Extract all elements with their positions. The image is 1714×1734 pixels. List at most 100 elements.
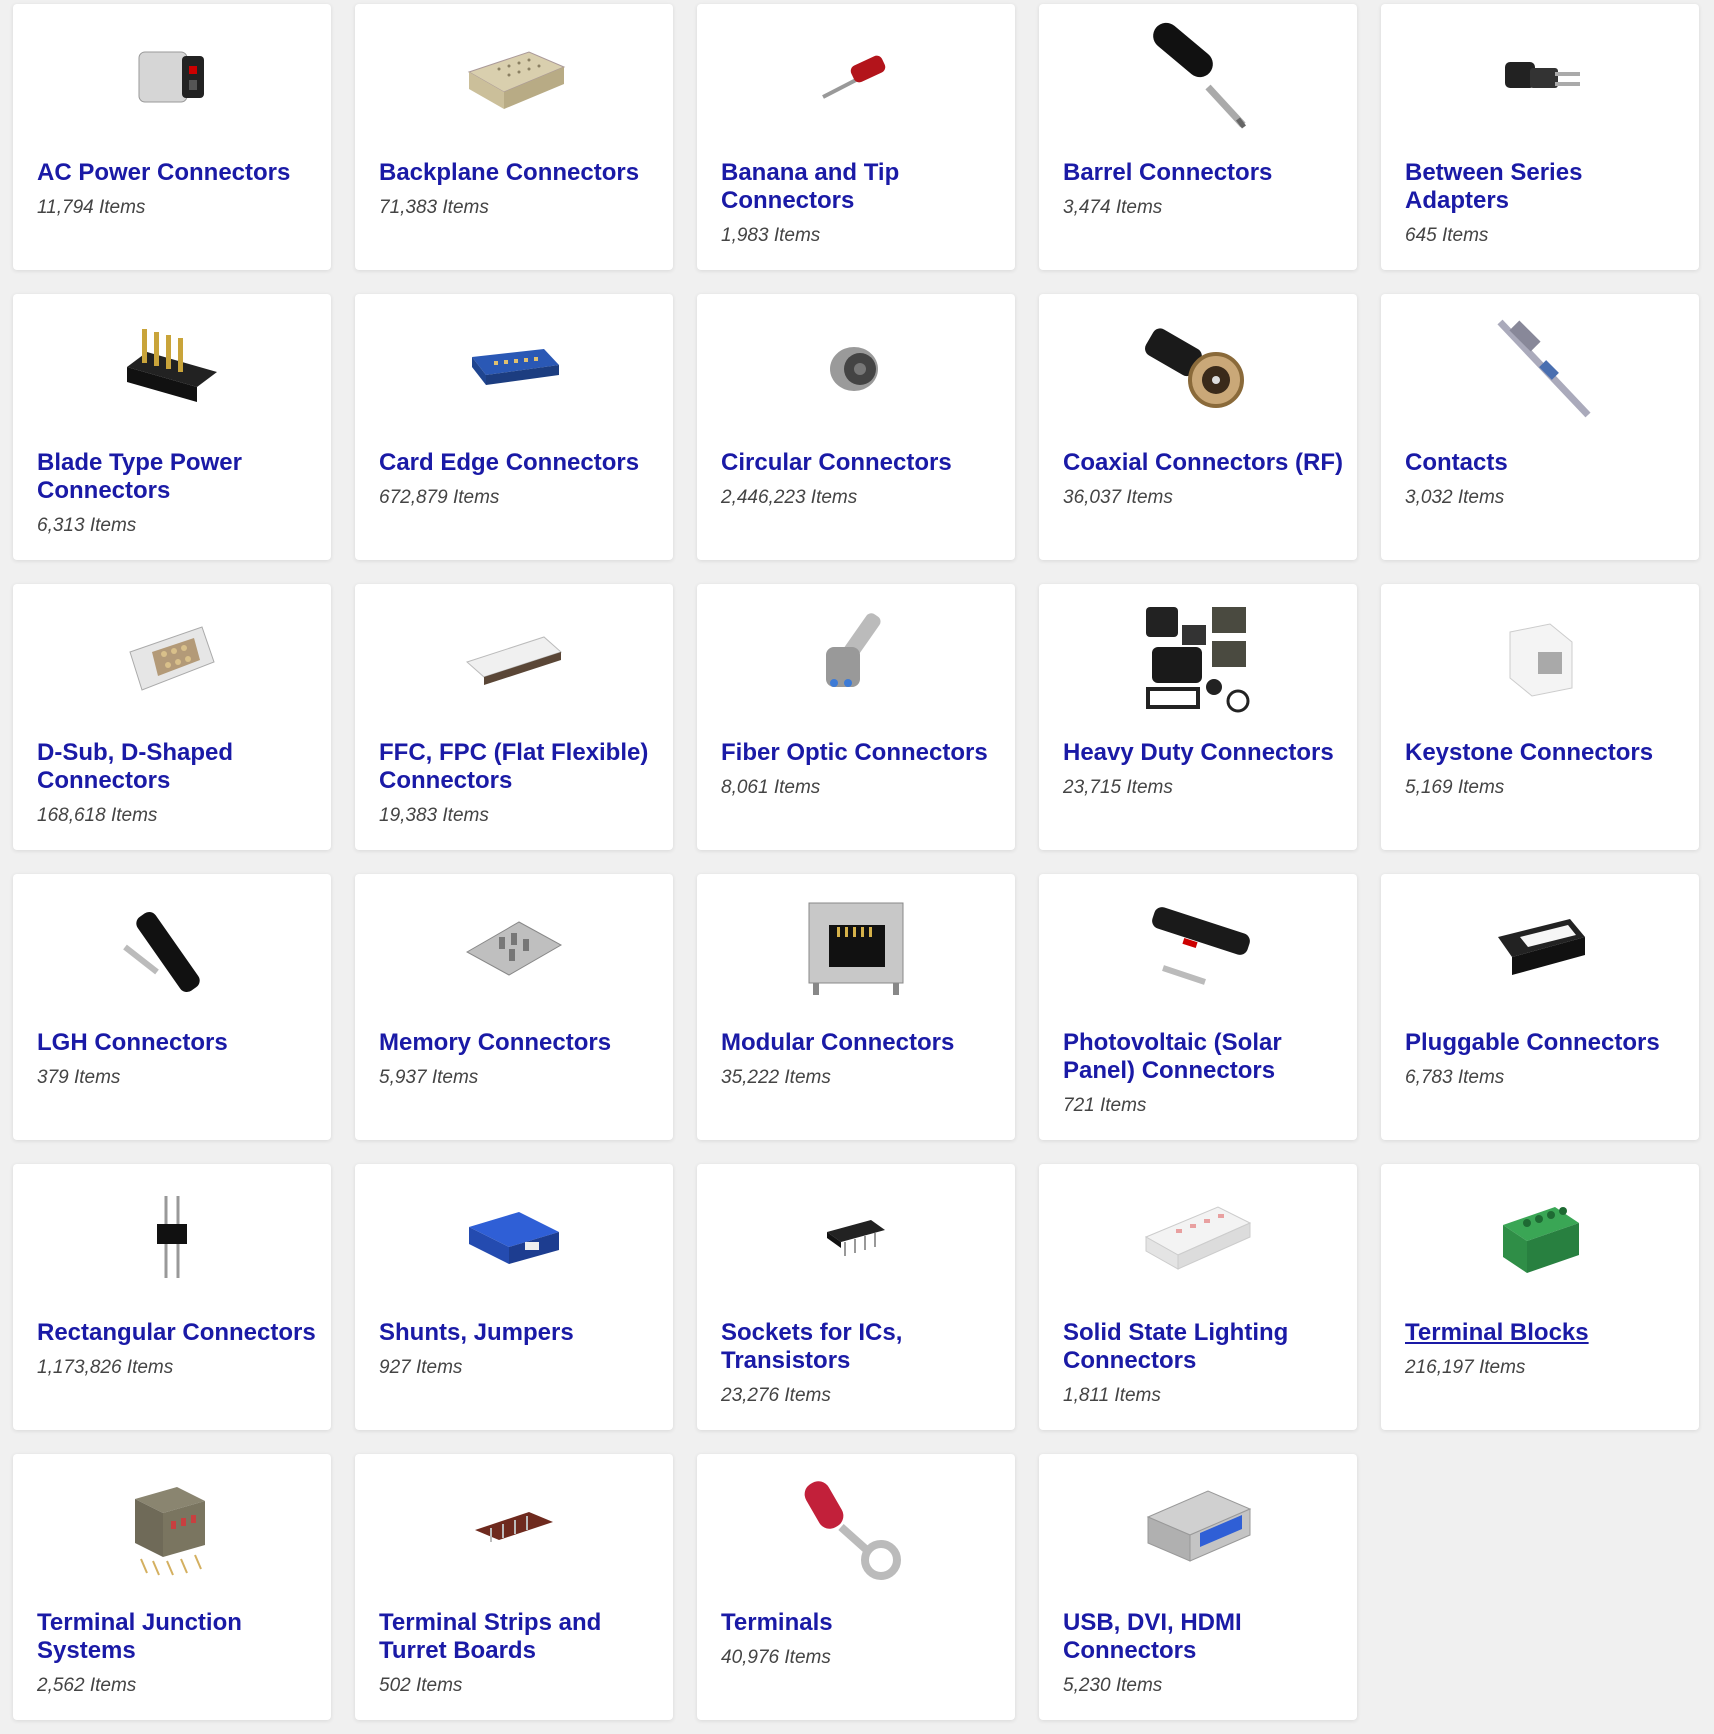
- category-item-count: 3,474 Items: [1063, 197, 1163, 218]
- lgh-connector-icon[interactable]: [13, 892, 331, 1002]
- category-card[interactable]: Backplane Connectors 71,383 Items: [355, 4, 673, 270]
- category-link[interactable]: Photovoltaic (Solar Panel) Connectors: [1063, 1029, 1282, 1084]
- category-link[interactable]: LGH Connectors: [37, 1029, 228, 1056]
- heavy-duty-connector-icon[interactable]: [1039, 602, 1357, 713]
- category-link[interactable]: Terminal Junction Systems: [37, 1609, 242, 1664]
- category-link[interactable]: Terminal Blocks: [1405, 1319, 1589, 1346]
- category-link[interactable]: AC Power Connectors: [37, 159, 291, 186]
- category-card[interactable]: Coaxial Connectors (RF) 36,037 Items: [1039, 294, 1357, 560]
- category-card[interactable]: Photovoltaic (Solar Panel) Connectors 721…: [1039, 874, 1357, 1140]
- fiber-optic-connector-icon[interactable]: [697, 602, 1015, 712]
- category-item-count: 1,983 Items: [721, 225, 821, 246]
- category-link[interactable]: Modular Connectors: [721, 1029, 955, 1056]
- circular-connector-icon[interactable]: [697, 312, 1015, 422]
- card-edge-connector-icon[interactable]: [355, 312, 673, 422]
- blade-power-connector-icon[interactable]: [13, 312, 331, 422]
- category-card[interactable]: Memory Connectors 5,937 Items: [355, 874, 673, 1140]
- series-adapter-icon[interactable]: [1381, 22, 1699, 132]
- backplane-connector-icon[interactable]: [355, 22, 673, 132]
- banana-plug-icon[interactable]: [697, 22, 1015, 132]
- category-card[interactable]: Card Edge Connectors 672,879 Items: [355, 294, 673, 560]
- ffc-connector-icon[interactable]: [355, 602, 673, 712]
- category-link[interactable]: Contacts: [1405, 449, 1508, 476]
- category-link[interactable]: Keystone Connectors: [1405, 739, 1654, 766]
- category-link[interactable]: Circular Connectors: [721, 449, 952, 476]
- category-link[interactable]: Blade Type Power Connectors: [37, 449, 242, 504]
- ring-terminal-icon[interactable]: [697, 1472, 1015, 1582]
- category-link[interactable]: Between Series Adapters: [1405, 159, 1583, 214]
- category-link[interactable]: Barrel Connectors: [1063, 159, 1273, 186]
- category-link[interactable]: Terminals: [721, 1609, 833, 1636]
- category-card[interactable]: Terminal Strips and Turret Boards 502 Ite…: [355, 1454, 673, 1720]
- coaxial-connector-icon[interactable]: [1039, 312, 1357, 422]
- terminal-junction-icon[interactable]: [13, 1472, 331, 1582]
- category-card[interactable]: Keystone Connectors 5,169 Items: [1381, 584, 1699, 850]
- category-card[interactable]: Contacts 3,032 Items: [1381, 294, 1699, 560]
- category-info: Photovoltaic (Solar Panel) Connectors 721…: [1063, 1029, 1345, 1118]
- category-card[interactable]: Circular Connectors 2,446,223 Items: [697, 294, 1015, 560]
- category-link[interactable]: Coaxial Connectors (RF): [1063, 449, 1344, 476]
- category-card[interactable]: Blade Type Power Connectors 6,313 Items: [13, 294, 331, 560]
- solar-connector-icon[interactable]: [1039, 892, 1357, 1002]
- category-card[interactable]: Barrel Connectors 3,474 Items: [1039, 4, 1357, 270]
- rj45-jack-icon[interactable]: [697, 892, 1015, 1002]
- category-link[interactable]: Solid State Lighting Connectors: [1063, 1319, 1289, 1374]
- barrel-plug-icon[interactable]: [1039, 22, 1357, 132]
- pluggable-connector-icon[interactable]: [1381, 892, 1699, 1002]
- category-info: Sockets for ICs, Transistors 23,276 Items: [721, 1319, 1003, 1408]
- ic-socket-icon[interactable]: [697, 1182, 1015, 1292]
- category-card[interactable]: Terminal Blocks 216,197 Items: [1381, 1164, 1699, 1430]
- category-card[interactable]: Banana and Tip Connectors 1,983 Items: [697, 4, 1015, 270]
- category-link[interactable]: Sockets for ICs, Transistors: [721, 1319, 903, 1374]
- category-link[interactable]: Heavy Duty Connectors: [1063, 739, 1334, 766]
- category-item-count: 1,173,826 Items: [37, 1357, 174, 1378]
- category-info: Terminal Strips and Turret Boards 502 Ite…: [379, 1609, 661, 1698]
- category-info: LGH Connectors 379 Items: [37, 1029, 319, 1090]
- category-card[interactable]: Rectangular Connectors 1,173,826 Items: [13, 1164, 331, 1430]
- pin-header-icon[interactable]: [13, 1182, 331, 1292]
- category-link[interactable]: Memory Connectors: [379, 1029, 612, 1056]
- category-card[interactable]: FFC, FPC (Flat Flexible) Connectors 19,38…: [355, 584, 673, 850]
- category-info: FFC, FPC (Flat Flexible) Connectors 19,38…: [379, 739, 661, 828]
- category-card[interactable]: AC Power Connectors 11,794 Items: [13, 4, 331, 270]
- usb-connector-icon[interactable]: [1039, 1472, 1357, 1582]
- category-link[interactable]: Pluggable Connectors: [1405, 1029, 1660, 1056]
- category-info: Circular Connectors 2,446,223 Items: [721, 449, 1003, 510]
- category-card[interactable]: USB, DVI, HDMI Connectors 5,230 Items: [1039, 1454, 1357, 1720]
- category-item-count: 5,169 Items: [1405, 777, 1505, 798]
- category-card[interactable]: Modular Connectors 35,222 Items: [697, 874, 1015, 1140]
- memory-card-socket-icon[interactable]: [355, 892, 673, 1002]
- dsub-connector-icon[interactable]: [13, 602, 331, 712]
- category-card[interactable]: Heavy Duty Connectors 23,715 Items: [1039, 584, 1357, 850]
- category-card[interactable]: Sockets for ICs, Transistors 23,276 Items: [697, 1164, 1015, 1430]
- category-card[interactable]: Pluggable Connectors 6,783 Items: [1381, 874, 1699, 1140]
- category-link[interactable]: Rectangular Connectors: [37, 1319, 316, 1346]
- category-info: Modular Connectors 35,222 Items: [721, 1029, 1003, 1090]
- ac-power-connector-icon[interactable]: [13, 22, 331, 132]
- category-link[interactable]: D-Sub, D-Shaped Connectors: [37, 739, 233, 794]
- crimp-contact-icon[interactable]: [1381, 312, 1699, 422]
- category-card[interactable]: Between Series Adapters 645 Items: [1381, 4, 1699, 270]
- terminal-block-icon[interactable]: [1381, 1182, 1699, 1292]
- terminal-strip-icon[interactable]: [355, 1472, 673, 1582]
- keystone-jack-icon[interactable]: [1381, 602, 1699, 712]
- category-link[interactable]: USB, DVI, HDMI Connectors: [1063, 1609, 1242, 1664]
- category-card[interactable]: Terminal Junction Systems 2,562 Items: [13, 1454, 331, 1720]
- category-card[interactable]: Shunts, Jumpers 927 Items: [355, 1164, 673, 1430]
- category-link[interactable]: Shunts, Jumpers: [379, 1319, 574, 1346]
- led-strip-connector-icon[interactable]: [1039, 1182, 1357, 1292]
- category-link[interactable]: Card Edge Connectors: [379, 449, 640, 476]
- category-card[interactable]: D-Sub, D-Shaped Connectors 168,618 Items: [13, 584, 331, 850]
- category-card[interactable]: Solid State Lighting Connectors 1,811 Ite…: [1039, 1164, 1357, 1430]
- category-card[interactable]: LGH Connectors 379 Items: [13, 874, 331, 1140]
- jumper-shunt-icon[interactable]: [355, 1182, 673, 1292]
- category-link[interactable]: Banana and Tip Connectors: [721, 159, 900, 214]
- category-card[interactable]: Terminals 40,976 Items: [697, 1454, 1015, 1720]
- category-item-count: 3,032 Items: [1405, 487, 1505, 508]
- category-link[interactable]: FFC, FPC (Flat Flexible) Connectors: [379, 739, 649, 794]
- category-link[interactable]: Fiber Optic Connectors: [721, 739, 988, 766]
- category-link[interactable]: Terminal Strips and Turret Boards: [379, 1609, 602, 1664]
- category-link[interactable]: Backplane Connectors: [379, 159, 640, 186]
- category-item-count: 1,811 Items: [1063, 1385, 1161, 1406]
- category-card[interactable]: Fiber Optic Connectors 8,061 Items: [697, 584, 1015, 850]
